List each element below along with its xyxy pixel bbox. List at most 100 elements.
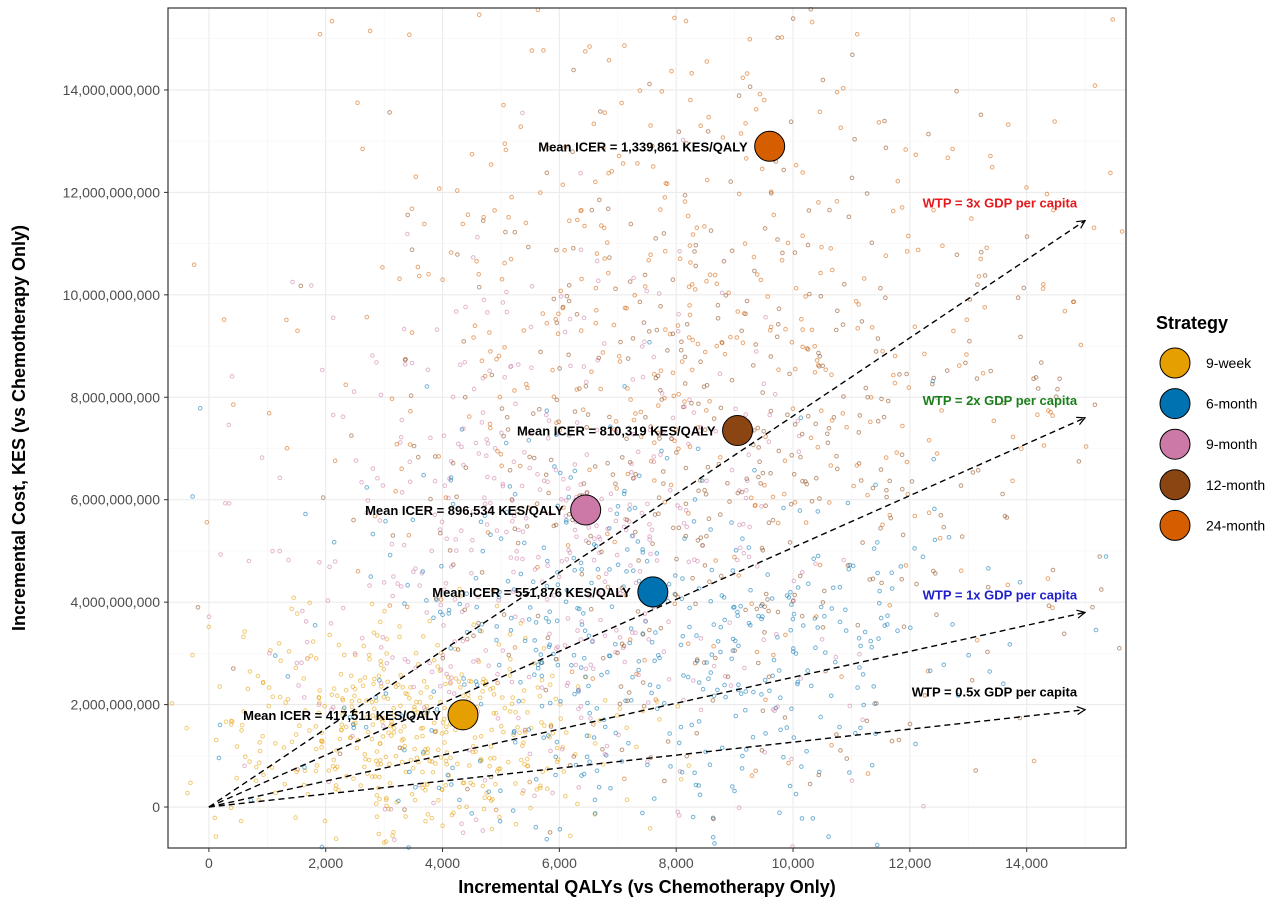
psa-point — [444, 671, 449, 677]
psa-point — [433, 596, 439, 601]
psa-point — [593, 179, 598, 185]
psa-point — [642, 272, 648, 278]
psa-point — [762, 604, 768, 610]
psa-point — [554, 657, 559, 662]
x-tick-label: 2,000 — [308, 855, 343, 871]
psa-point — [652, 440, 657, 446]
psa-point — [695, 425, 701, 430]
psa-point — [769, 596, 775, 601]
psa-point — [459, 444, 464, 450]
psa-point — [313, 724, 319, 729]
psa-point — [1092, 402, 1098, 408]
psa-point — [654, 551, 660, 556]
psa-point — [354, 745, 360, 751]
psa-point — [763, 591, 769, 597]
psa-point — [689, 367, 695, 373]
psa-point — [635, 449, 641, 455]
psa-point — [544, 408, 550, 414]
psa-point — [650, 143, 655, 149]
psa-point — [845, 500, 851, 506]
psa-point — [439, 731, 445, 736]
psa-point — [765, 572, 771, 577]
psa-point — [703, 492, 709, 497]
psa-point — [415, 454, 421, 460]
psa-point — [793, 162, 799, 168]
psa-point — [481, 214, 486, 220]
psa-point — [692, 497, 698, 502]
psa-point — [523, 730, 528, 735]
psa-point — [372, 774, 378, 779]
psa-point — [898, 564, 904, 569]
psa-point — [581, 364, 587, 369]
psa-point — [926, 131, 931, 137]
psa-point — [1017, 579, 1023, 585]
psa-point — [351, 725, 357, 731]
psa-point — [496, 642, 502, 647]
psa-point — [567, 592, 572, 598]
psa-point — [522, 540, 527, 546]
psa-point — [842, 282, 847, 287]
psa-point — [372, 513, 378, 519]
psa-point — [498, 536, 504, 541]
psa-point — [221, 317, 227, 322]
psa-point — [376, 673, 382, 679]
psa-point — [754, 564, 760, 569]
psa-point — [502, 260, 507, 266]
psa-point — [678, 777, 684, 782]
psa-point — [319, 745, 324, 750]
psa-point — [1007, 642, 1013, 647]
psa-point — [857, 413, 863, 418]
psa-point — [884, 494, 889, 500]
psa-point — [462, 607, 468, 613]
psa-point — [544, 412, 549, 418]
psa-point — [511, 569, 516, 575]
psa-point — [427, 758, 433, 764]
psa-point — [427, 618, 433, 624]
psa-point — [303, 708, 308, 713]
psa-point — [320, 495, 326, 500]
psa-point — [640, 680, 646, 685]
psa-point — [732, 604, 737, 610]
psa-point — [576, 706, 581, 712]
psa-point — [756, 660, 761, 666]
psa-point — [460, 221, 466, 227]
psa-point — [586, 633, 592, 639]
psa-point — [329, 692, 335, 698]
psa-point — [479, 358, 485, 364]
psa-point — [723, 293, 729, 298]
psa-point — [736, 573, 742, 578]
psa-point — [807, 291, 812, 297]
psa-point — [643, 415, 648, 420]
psa-point — [970, 470, 976, 475]
psa-point — [270, 694, 275, 700]
psa-point — [715, 687, 720, 693]
psa-point — [409, 360, 415, 366]
psa-point — [664, 455, 670, 461]
psa-point — [461, 426, 466, 431]
psa-point — [420, 785, 426, 791]
psa-point — [283, 700, 288, 705]
psa-point — [1044, 191, 1050, 197]
psa-point — [370, 531, 376, 537]
psa-point — [477, 758, 483, 764]
psa-point — [247, 759, 252, 764]
psa-point — [217, 684, 222, 689]
psa-point — [562, 643, 568, 648]
psa-point — [340, 712, 345, 718]
psa-point — [530, 411, 536, 416]
psa-point — [471, 386, 477, 392]
psa-point — [820, 625, 826, 630]
psa-point — [944, 368, 950, 373]
psa-point — [646, 637, 652, 642]
psa-point — [500, 648, 506, 653]
psa-point — [535, 565, 540, 570]
psa-point — [286, 557, 291, 563]
psa-point — [438, 597, 444, 602]
psa-point — [389, 733, 394, 738]
legend-label: 9-week — [1206, 355, 1252, 371]
psa-point — [589, 207, 595, 213]
psa-point — [679, 359, 685, 364]
psa-point — [444, 730, 449, 735]
psa-point — [986, 566, 991, 571]
psa-point — [596, 590, 601, 596]
